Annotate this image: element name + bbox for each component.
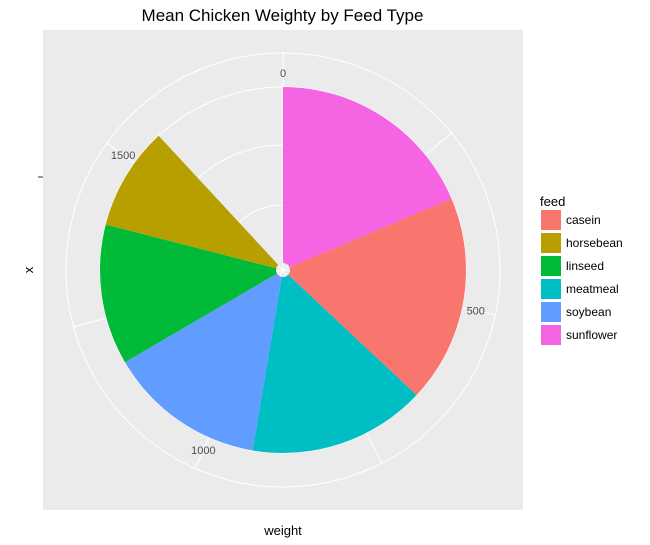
legend-label-horsebean: horsebean — [566, 236, 623, 250]
x-axis-label: weight — [263, 523, 302, 538]
pie-slices — [99, 87, 466, 453]
theta-tick-label: 0 — [280, 68, 286, 80]
legend-key-sunflower — [541, 325, 561, 345]
theta-tick-label: 1500 — [111, 150, 135, 162]
legend-label-sunflower: sunflower — [566, 328, 617, 342]
pie-slice-sunflower — [283, 87, 452, 268]
legend-label-linseed: linseed — [566, 259, 604, 273]
y-axis-label: x — [21, 266, 36, 273]
chart-title: Mean Chicken Weighty by Feed Type — [141, 6, 424, 25]
pie-slice-casein — [288, 198, 466, 396]
legend-key-linseed — [541, 256, 561, 276]
legend: feed casein horsebean linseed meatmeal soybe… — [540, 194, 623, 345]
theta-tick-label: 500 — [467, 306, 485, 318]
legend-label-soybean: soybean — [566, 305, 611, 319]
legend-key-horsebean — [541, 233, 561, 253]
pie-slice-meatmeal — [252, 274, 417, 453]
legend-key-soybean — [541, 302, 561, 322]
pie-slice-linseed — [99, 224, 277, 363]
legend-label-casein: casein — [566, 213, 601, 227]
legend-key-casein — [541, 210, 561, 230]
theta-tick-label: 1000 — [191, 445, 215, 457]
theta-tick-labels: 0 500 1000 1500 — [111, 68, 485, 457]
legend-label-meatmeal: meatmeal — [566, 282, 619, 296]
pie-slice-soybean — [124, 273, 282, 451]
pie-slice-horsebean — [105, 135, 279, 269]
legend-key-meatmeal — [541, 279, 561, 299]
legend-title: feed — [540, 194, 565, 209]
